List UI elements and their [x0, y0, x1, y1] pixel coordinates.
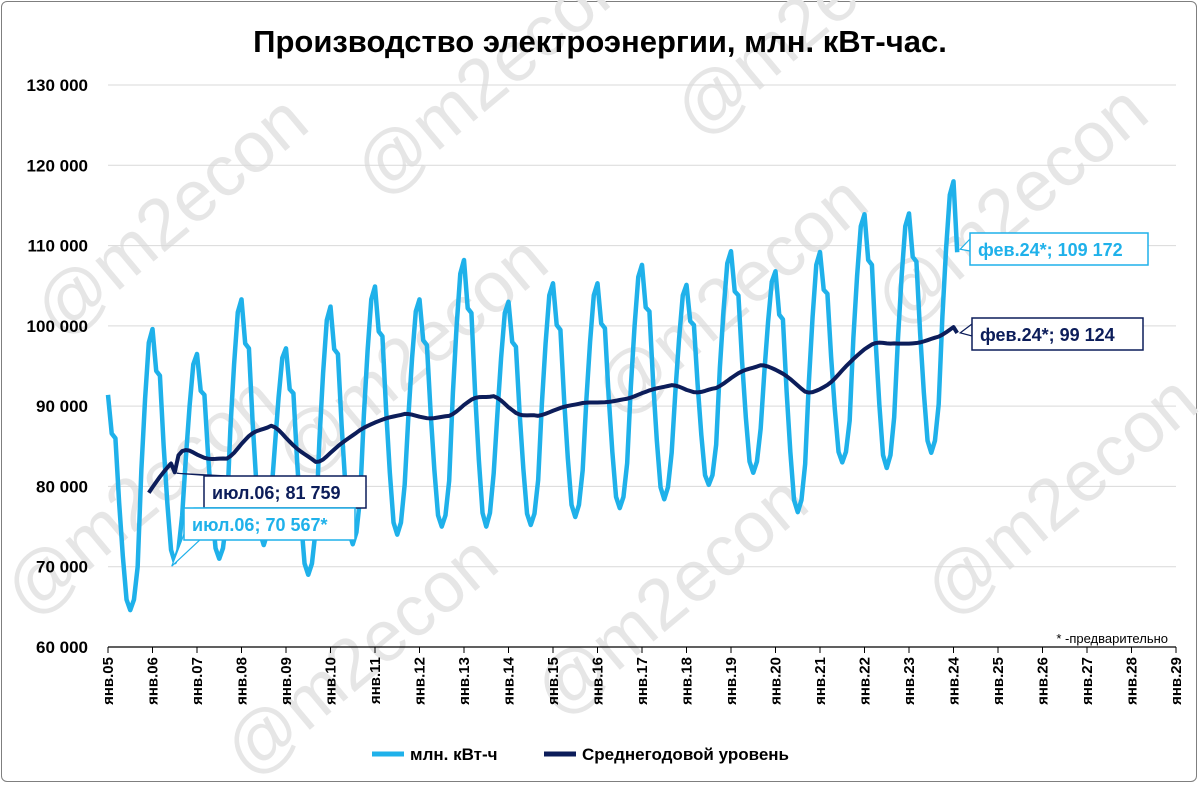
y-axis-ticks: 60 000 70 000 80 000 90 000 100 000 110 000 12… — [27, 76, 88, 657]
callout-text: фев.24*; 99 124 — [980, 325, 1115, 345]
x-tick-label: янв.10 — [323, 657, 340, 705]
y-tick-label: 100 000 — [27, 317, 88, 336]
watermark-text: @m2econ — [579, 159, 883, 432]
callout-box — [183, 507, 356, 541]
x-tick-label: янв.21 — [812, 657, 829, 705]
y-tick-label: 70 000 — [36, 558, 88, 577]
legend-label-average: Среднегодовой уровень — [582, 745, 789, 764]
x-tick-label: янв.08 — [234, 657, 251, 705]
callout-text: июл.06; 81 759 — [212, 483, 341, 503]
watermark-text: @m2econ — [659, 0, 963, 152]
x-tick-label: янв.09 — [278, 657, 295, 705]
x-tick-label: янв.20 — [768, 657, 785, 705]
chart-title: Производство электроэнергии, млн. кВт-ча… — [253, 24, 947, 59]
x-tick-label: янв.16 — [590, 657, 607, 705]
watermark-text: @m2econ — [859, 69, 1163, 342]
x-tick-label: янв.14 — [501, 656, 518, 705]
x-tick-label: янв.11 — [367, 657, 384, 704]
callout-box — [203, 475, 367, 509]
series-lines — [105, 179, 960, 613]
x-tick-label: янв.23 — [901, 657, 918, 705]
annotations: июл.06; 81 759 июл.06; 70 567* фев.24*; 10… — [171, 232, 1149, 567]
x-tick-label: янв.07 — [189, 657, 206, 705]
x-tick-label: янв.22 — [857, 657, 874, 705]
y-tick-label: 120 000 — [27, 156, 88, 175]
data-label-callout: фев.24*; 99 124 — [958, 317, 1144, 351]
x-tick-label: янв.29 — [1168, 657, 1185, 705]
x-tick-label: янв.25 — [990, 657, 1007, 705]
legend-label-monthly: млн. кВт-ч — [410, 745, 498, 764]
x-tick-label: янв.12 — [412, 657, 429, 705]
data-label-callout: июл.06; 81 759 — [176, 472, 367, 509]
y-tick-label: 130 000 — [27, 76, 88, 95]
x-tick-label: янв.26 — [1035, 657, 1052, 705]
data-label-callout: июл.06; 70 567* — [171, 507, 356, 567]
series-line-monthly — [105, 179, 960, 613]
x-tick-label: янв.06 — [145, 657, 162, 705]
callout-box — [971, 317, 1144, 351]
legend: млн. кВт-ч Среднегодовой уровень — [372, 745, 789, 764]
x-axis-ticks: янв.05 янв.06 янв.07 янв.08 янв.09 янв.10 янв.… — [100, 647, 1185, 705]
x-tick-label: янв.27 — [1079, 657, 1096, 705]
y-tick-label: 80 000 — [36, 477, 88, 496]
x-tick-label: янв.13 — [456, 657, 473, 705]
y-tick-label: 60 000 — [36, 638, 88, 657]
y-tick-label: 110 000 — [27, 237, 88, 256]
series-line-average — [147, 325, 959, 494]
x-tick-label: янв.05 — [100, 657, 117, 705]
callout-box — [969, 232, 1149, 266]
x-tick-label: янв.17 — [634, 657, 651, 705]
callout-text: фев.24*; 109 172 — [978, 240, 1123, 260]
x-tick-label: янв.15 — [545, 657, 562, 705]
x-tick-label: янв.18 — [679, 657, 696, 705]
x-tick-label: янв.19 — [723, 657, 740, 705]
data-label-callout: фев.24*; 109 172 — [959, 232, 1149, 266]
watermark-text: @m2econ — [19, 79, 323, 352]
callout-text: июл.06; 70 567* — [192, 515, 328, 535]
y-tick-label: 90 000 — [36, 397, 88, 416]
x-tick-label: янв.24 — [946, 656, 963, 705]
watermark-text: @m2econ — [909, 359, 1200, 632]
footnote: * -предварительно — [1056, 631, 1168, 646]
x-tick-label: янв.28 — [1124, 657, 1141, 705]
